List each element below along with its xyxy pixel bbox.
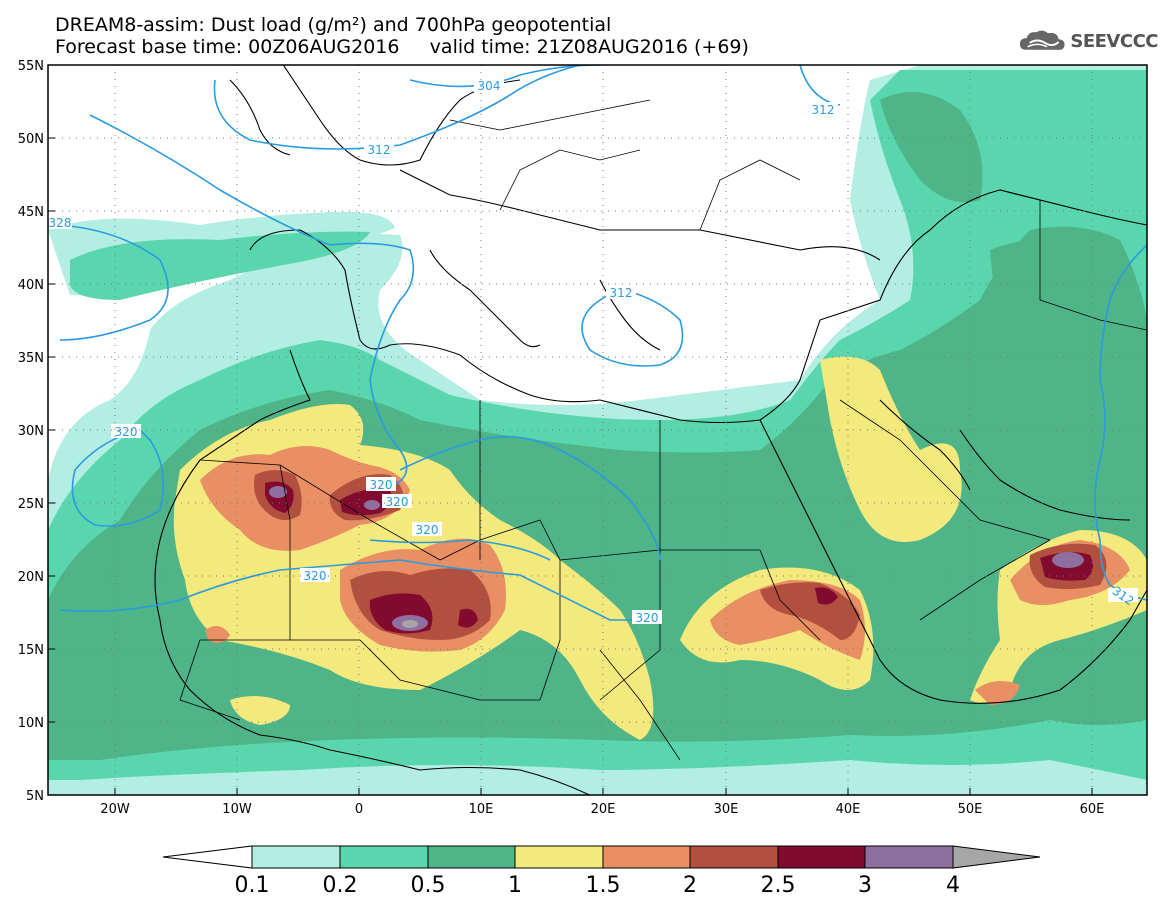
lat-label: 40N (18, 278, 44, 293)
map-subtitle: Forecast base time: 00Z06AUG2016 valid t… (55, 36, 749, 58)
contour-label: 328 (49, 216, 72, 230)
lon-label: 50E (958, 802, 983, 817)
lat-label: 35N (18, 351, 44, 366)
lat-lon-grid (48, 65, 1147, 795)
map-title: DREAM8-assim: Dust load (g/m²) and 700hP… (55, 14, 612, 36)
lon-label: 60E (1080, 802, 1105, 817)
lat-label: 10N (18, 716, 44, 731)
contour-label: 312 (1110, 584, 1137, 609)
colorbar-label: 2 (683, 873, 697, 898)
colorbar-labels: 0.1 0.2 0.5 1 1.5 2 2.5 3 4 (235, 873, 961, 898)
seevccc-logo: SEEVCCC (1018, 26, 1158, 56)
lon-label: 30E (714, 802, 739, 817)
colorbar-label: 4 (946, 873, 960, 898)
logo-text: SEEVCCC (1070, 30, 1158, 52)
geopotential-contours (59, 65, 1147, 621)
lon-label: 20E (591, 802, 616, 817)
colorbar (162, 845, 1041, 869)
colorbar-label: 0.5 (411, 873, 446, 898)
colorbar-label: 3 (858, 873, 872, 898)
cloud-icon (1019, 30, 1065, 50)
contour-label: 320 (370, 478, 393, 492)
contour-label: 304 (478, 79, 501, 93)
lon-label: 20W (100, 802, 130, 817)
colorbar-label: 1 (508, 873, 522, 898)
contour-labels: 304 312 312 312 320 320 320 320 320 320 … (48, 78, 1138, 625)
lon-label: 10W (222, 802, 252, 817)
colorbar-label: 0.2 (323, 873, 358, 898)
lat-label: 45N (18, 205, 44, 220)
contour-label: 320 (304, 569, 327, 583)
contour-label: 320 (416, 523, 439, 537)
lon-label: 0 (355, 802, 363, 817)
lat-label: 5N (26, 789, 44, 804)
contour-label: 320 (636, 611, 659, 625)
map-frame (47, 64, 1148, 796)
lon-labels: 20W 10W 0 10E 20E 30E 40E 50E 60E (100, 802, 1104, 817)
lon-label: 10E (469, 802, 494, 817)
contour-label: 312 (610, 286, 633, 300)
dust-shading (48, 65, 1147, 795)
lat-label: 25N (18, 497, 44, 512)
lat-label: 55N (18, 59, 44, 74)
colorbar-label: 2.5 (761, 873, 796, 898)
lat-label: 15N (18, 643, 44, 658)
axis-ticks (48, 64, 1093, 796)
lat-label: 50N (18, 132, 44, 147)
contour-label: 320 (386, 495, 409, 509)
coastlines (154, 65, 1147, 795)
lat-labels: 55N 50N 45N 40N 35N 30N 25N 20N 15N 10N … (18, 59, 44, 804)
contour-label: 320 (115, 425, 138, 439)
country-borders (179, 99, 1147, 761)
map-background (48, 65, 1147, 795)
contour-label: 312 (812, 103, 835, 117)
contour-label: 312 (368, 143, 391, 157)
lon-label: 40E (836, 802, 861, 817)
colorbar-label: 1.5 (586, 873, 621, 898)
lat-label: 30N (18, 424, 44, 439)
lat-label: 20N (18, 570, 44, 585)
colorbar-label: 0.1 (235, 873, 270, 898)
